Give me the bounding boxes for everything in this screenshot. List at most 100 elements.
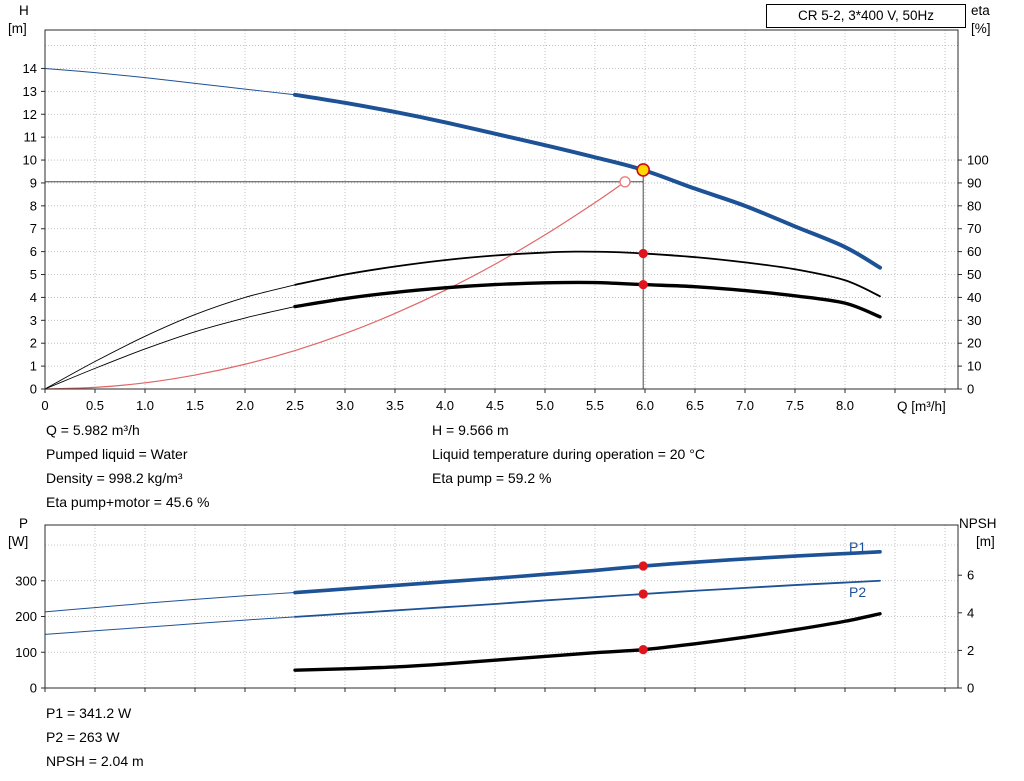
tick-label: 1 xyxy=(30,359,37,374)
tick-label: 7 xyxy=(30,221,37,236)
tick-label: 90 xyxy=(967,175,981,190)
tick-label: 2.5 xyxy=(286,398,304,413)
tick-label: 14 xyxy=(23,61,37,76)
p-axis-unit: [W] xyxy=(8,534,29,549)
h-axis-title: H xyxy=(19,3,29,18)
npsh-readout: NPSH = 2.04 m xyxy=(46,753,144,769)
p1-curve-label: P1 xyxy=(849,539,867,555)
eta-pump-lead xyxy=(44,284,296,390)
tick-label: 70 xyxy=(967,221,981,236)
head-readout: H = 9.566 m xyxy=(432,422,509,438)
tick-label: 10 xyxy=(967,359,981,374)
tick-label: 200 xyxy=(15,609,37,624)
eta-pump-motor-readout: Eta pump+motor = 45.6 % xyxy=(46,494,210,510)
p2-curve-label: P2 xyxy=(849,584,867,600)
flow-readout: Q = 5.982 m³/h xyxy=(46,422,140,438)
tick-label: 5.5 xyxy=(586,398,604,413)
tick-label: 3.5 xyxy=(386,398,404,413)
tick-label: 2.0 xyxy=(236,398,254,413)
tick-label: 3.0 xyxy=(336,398,354,413)
p2-curve xyxy=(294,579,881,618)
eta-axis-title: eta xyxy=(971,3,990,18)
tick-label: 1.5 xyxy=(186,398,204,413)
plot-frame xyxy=(44,29,959,390)
tick-label: 5.0 xyxy=(536,398,554,413)
duty-point xyxy=(636,163,651,177)
tick-label: 0 xyxy=(41,398,48,413)
tick-label: 8.0 xyxy=(836,398,854,413)
p-axis-title: P xyxy=(19,516,29,531)
p2-duty-dot xyxy=(638,589,648,599)
eta-pump-motor-curve xyxy=(293,280,882,319)
p1-duty-dot xyxy=(638,561,648,571)
tick-label: 4 xyxy=(30,290,37,305)
tick-label: 0 xyxy=(967,382,974,397)
p1-readout: P1 = 341.2 W xyxy=(46,705,132,721)
tick-label: 4 xyxy=(967,605,974,620)
eta-pump-motor-lead xyxy=(44,306,296,390)
p2-lead xyxy=(44,616,296,635)
tick-label: 11 xyxy=(24,130,38,145)
tick-label: 3 xyxy=(30,313,37,328)
tick-label: 4.5 xyxy=(486,398,504,413)
tick-label: 5 xyxy=(30,267,37,282)
tick-label: 60 xyxy=(967,244,981,259)
tick-label: 0 xyxy=(967,681,974,696)
tick-label: 7.0 xyxy=(736,398,754,413)
p1-lead xyxy=(44,592,296,613)
tick-label: 9 xyxy=(30,175,37,190)
tick-label: 0 xyxy=(30,681,37,696)
eta-pump-curve xyxy=(294,250,881,298)
duty-info-right: H = 9.566 m Liquid temperature during op… xyxy=(432,418,705,490)
pump-model-label: CR 5-2, 3*400 V, 50Hz xyxy=(797,8,935,23)
tick-label: 50 xyxy=(967,267,981,282)
eta-pump-readout: Eta pump = 59.2 % xyxy=(432,470,552,486)
p1-curve xyxy=(293,550,882,595)
tick-label: 2 xyxy=(967,643,974,658)
eta-axis-unit: [%] xyxy=(971,21,991,36)
eta-pump-duty-dot xyxy=(638,248,648,259)
tick-label: 12 xyxy=(23,107,37,122)
h-axis-unit: [m] xyxy=(8,21,27,36)
liquid-temp-readout: Liquid temperature during operation = 20… xyxy=(432,446,705,462)
tick-label: 4.0 xyxy=(436,398,454,413)
pump-model-box: CR 5-2, 3*400 V, 50Hz xyxy=(766,4,966,28)
tick-label: 13 xyxy=(23,84,37,99)
tick-label: 6 xyxy=(967,568,974,583)
tick-label: 80 xyxy=(967,198,981,213)
eta-pump-motor-duty-dot xyxy=(638,279,648,290)
npsh-duty-dot xyxy=(638,645,648,655)
q-axis-label: Q [m³/h] xyxy=(897,399,946,414)
h-curve-lead xyxy=(44,67,296,96)
duty-info-left: Q = 5.982 m³/h Pumped liquid = Water Den… xyxy=(46,418,209,514)
tick-label: 30 xyxy=(967,313,981,328)
tick-label: 300 xyxy=(15,573,37,588)
npsh-axis-unit: [m] xyxy=(976,534,995,549)
h-curve xyxy=(293,92,882,270)
pumped-liquid-readout: Pumped liquid = Water xyxy=(46,446,188,462)
density-readout: Density = 998.2 kg/m³ xyxy=(46,470,183,486)
tick-label: 100 xyxy=(15,645,37,660)
tick-label: 6.5 xyxy=(686,398,704,413)
tick-label: 6 xyxy=(30,244,37,259)
system-curve xyxy=(44,181,626,390)
tick-label: 40 xyxy=(967,290,981,305)
npsh-curve xyxy=(293,612,882,672)
power-info: P1 = 341.2 W P2 = 263 W NPSH = 2.04 m xyxy=(46,701,144,773)
npsh-axis-title: NPSH xyxy=(959,516,997,531)
plot-frame xyxy=(44,524,959,689)
tick-label: 10 xyxy=(23,153,37,168)
tick-label: 6.0 xyxy=(636,398,654,413)
tick-label: 2 xyxy=(30,336,37,351)
tick-label: 7.5 xyxy=(786,398,804,413)
tick-label: 20 xyxy=(967,336,981,351)
tick-label: 0 xyxy=(30,382,37,397)
tick-label: 8 xyxy=(30,198,37,213)
tick-label: 0.5 xyxy=(86,398,104,413)
p2-readout: P2 = 263 W xyxy=(46,729,120,745)
requested-duty-point xyxy=(619,176,631,188)
tick-label: 1.0 xyxy=(136,398,154,413)
tick-label: 100 xyxy=(967,153,989,168)
